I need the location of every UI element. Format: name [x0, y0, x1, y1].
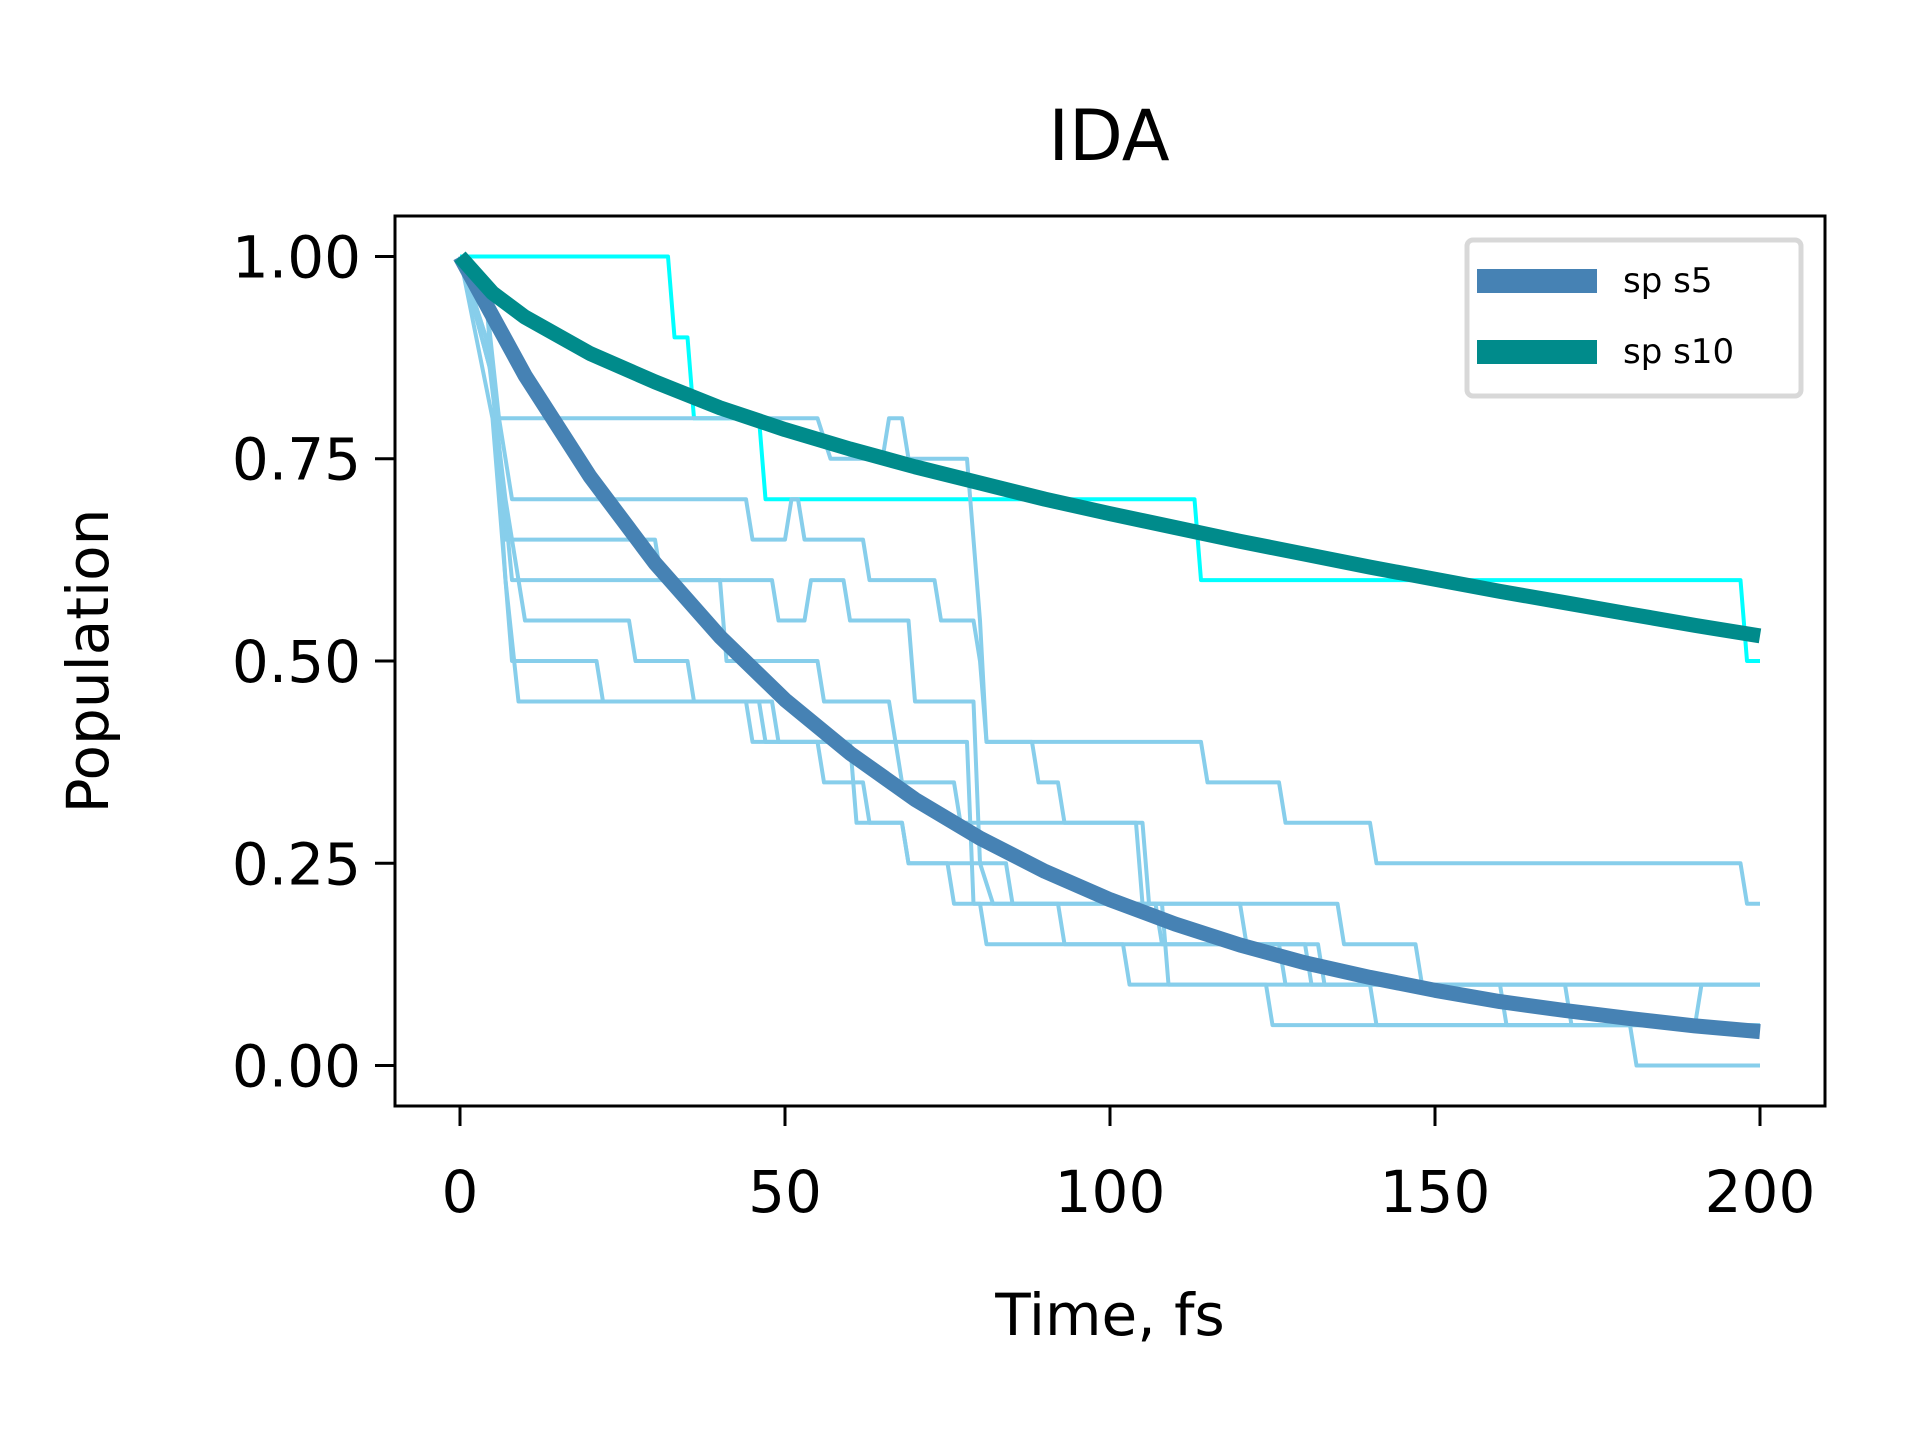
trajectory-line-1 [460, 254, 1760, 663]
x-tick-label: 100 [1055, 1158, 1166, 1226]
series-line-sp-s10 [454, 251, 1762, 644]
y-tick-label: 0.00 [232, 1033, 361, 1101]
trajectory-line-8 [458, 255, 1760, 1028]
y-axis-label: Population [54, 509, 122, 814]
x-tick-label: 0 [442, 1158, 479, 1226]
trajectory-line-6 [458, 256, 1760, 987]
y-tick-label: 1.00 [232, 223, 361, 291]
x-tick-label: 200 [1705, 1158, 1816, 1226]
x-tick-label: 50 [748, 1158, 822, 1226]
series-layer [453, 251, 1762, 1068]
series-line-sp-s5 [453, 252, 1761, 1040]
legend-label-sp-s5: sp s5 [1623, 261, 1712, 301]
trajectory-line-3 [458, 255, 1760, 906]
y-axis: 0.00 0.25 0.50 0.75 1.00 [232, 223, 395, 1101]
x-axis-label: Time, fs [994, 1281, 1224, 1349]
y-tick-label: 0.75 [232, 426, 361, 494]
chart-title: IDA [1048, 95, 1169, 177]
y-tick-label: 0.50 [232, 628, 361, 696]
trajectory-line-5 [458, 255, 1760, 1028]
x-axis: 0 50 100 150 200 [442, 1106, 1816, 1226]
legend: sp s5 sp s10 [1464, 237, 1804, 399]
x-tick-label: 150 [1380, 1158, 1491, 1226]
y-tick-label: 0.25 [232, 830, 361, 898]
legend-label-sp-s10: sp s10 [1623, 332, 1734, 372]
